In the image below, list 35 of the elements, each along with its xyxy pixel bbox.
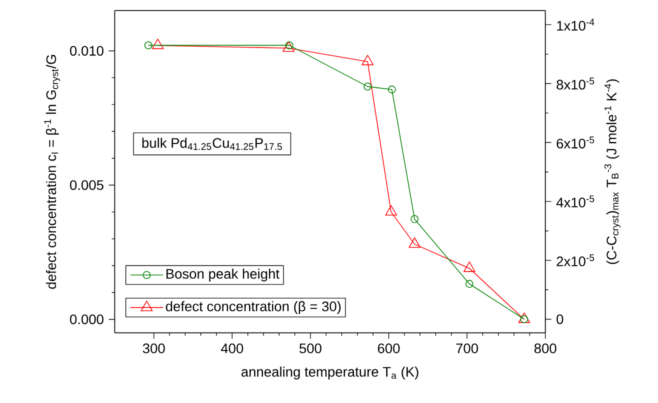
y2-tick-label: 2x10$^{-5}$ bbox=[556, 254, 594, 266]
point bbox=[282, 41, 294, 52]
point bbox=[388, 85, 396, 94]
y2-tick-label: 6x10$^{-5}$ bbox=[556, 136, 594, 148]
x-axis-title: annealing temperature T$_{a}$ (K) bbox=[241, 366, 418, 380]
y2-tick-label: 0 bbox=[556, 314, 564, 324]
x-tick-label: 400 bbox=[220, 343, 244, 354]
point bbox=[285, 41, 294, 50]
x-tick-label: 700 bbox=[456, 343, 478, 354]
annotation: bulk Pd$_{41.25}$Cu$_{41.25}$P$_{17.5}$ bbox=[142, 138, 282, 150]
y-tick-label: 0.000 bbox=[70, 314, 104, 324]
x-tick-label: 500 bbox=[300, 343, 322, 354]
y-tick-label: 0.010 bbox=[70, 46, 104, 56]
point bbox=[408, 237, 421, 248]
x-tick-label: 300 bbox=[142, 343, 165, 354]
x-tick-label: 600 bbox=[378, 343, 400, 354]
point bbox=[152, 38, 164, 49]
point bbox=[463, 261, 476, 272]
point bbox=[465, 280, 474, 288]
y2-tick-label: 4x10$^{-5}$ bbox=[556, 195, 594, 208]
y-tick-label: 0.005 bbox=[70, 180, 104, 190]
legend-label: Boson peak height bbox=[166, 268, 280, 282]
point bbox=[364, 82, 372, 90]
x-tick-label: 800 bbox=[534, 343, 556, 354]
point bbox=[362, 54, 374, 66]
legend-label: defect concentration (β = 30) bbox=[166, 301, 341, 314]
point bbox=[518, 312, 530, 323]
text: (C-C$_{cryst}$)$_{max}$ T$_{B}$$^{-3}$ (J mole$^{-1}$ K$^{-4}$) bbox=[604, 79, 620, 264]
y2-tick-label: 8x10$^{-5}$ bbox=[556, 78, 594, 90]
point bbox=[144, 41, 152, 50]
point bbox=[520, 315, 528, 324]
y-axis-title: defect concentration c$_{I}$ = β$^{-1}$ ln G$_{cryst}$/G bbox=[44, 54, 60, 289]
y2-tick-label: 1x10$^{-4}$ bbox=[557, 18, 594, 31]
point bbox=[385, 205, 398, 216]
point bbox=[410, 215, 419, 223]
